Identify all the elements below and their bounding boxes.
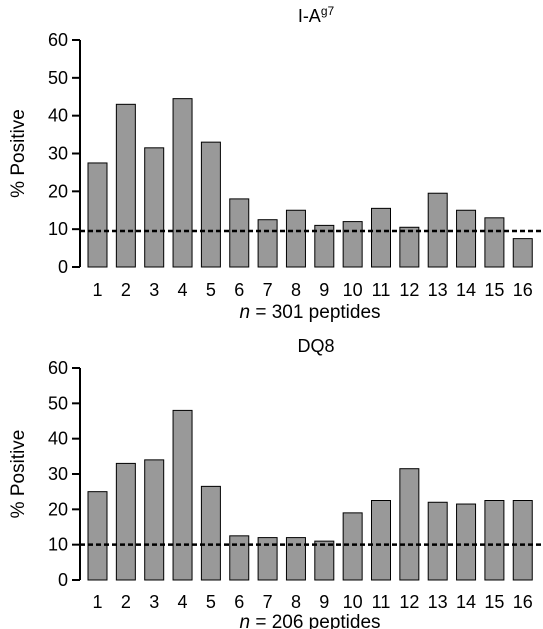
bar (399, 468, 420, 581)
x-tick-label: 10 (343, 280, 363, 300)
x-tick-label: 13 (428, 280, 448, 300)
x-tick-label: 12 (399, 280, 419, 300)
x-tick-label: 2 (121, 592, 131, 612)
bar (456, 209, 477, 268)
y-tick-label: 30 (48, 144, 68, 164)
bar (87, 162, 108, 268)
x-tick-label: 6 (234, 280, 244, 300)
y-tick-label: 50 (48, 68, 68, 88)
bar (456, 503, 477, 581)
bar (200, 141, 221, 268)
x-tick-label: 11 (372, 280, 391, 300)
x-tick-label: 7 (263, 280, 273, 300)
y-tick-label: 50 (48, 393, 68, 413)
y-tick-label: 60 (48, 358, 68, 378)
bar (229, 198, 250, 268)
bar (314, 540, 335, 581)
x-tick-label: 11 (372, 592, 391, 612)
x-tick-label: 5 (206, 592, 216, 612)
bar (371, 500, 391, 581)
x-axis-label: n = 301 peptides (239, 302, 380, 323)
y-tick-label: 0 (58, 570, 68, 590)
chart-title: DQ8 (297, 336, 334, 356)
bar (172, 409, 193, 581)
bar (257, 219, 278, 268)
x-tick-label: 10 (343, 592, 363, 612)
x-tick-label: 15 (484, 280, 504, 300)
y-tick-label: 10 (48, 535, 68, 555)
chart-title: I-Ag7 (298, 4, 335, 26)
x-tick-label: 16 (513, 592, 533, 612)
x-tick-label: 7 (263, 592, 273, 612)
x-tick-label: 1 (92, 280, 102, 300)
bar (314, 224, 335, 268)
x-tick-label: 3 (149, 592, 159, 612)
y-tick-label: 20 (48, 181, 68, 201)
bar (427, 501, 448, 581)
x-tick-label: 9 (319, 280, 329, 300)
bar (144, 459, 165, 581)
x-tick-label: 13 (428, 592, 448, 612)
bar (399, 226, 420, 268)
bar (371, 207, 391, 268)
bar (87, 491, 108, 581)
y-tick-label: 60 (48, 30, 68, 50)
x-axis-label: n = 206 peptides (239, 612, 380, 629)
x-tick-label: 5 (206, 280, 216, 300)
x-tick-label: 8 (291, 280, 301, 300)
x-tick-label: 14 (456, 592, 476, 612)
bar (484, 500, 505, 581)
x-tick-label: 16 (513, 280, 533, 300)
x-tick-label: 9 (319, 592, 329, 612)
x-tick-label: 1 (92, 592, 102, 612)
x-tick-label: 14 (456, 280, 476, 300)
bar (512, 238, 533, 268)
bar (229, 535, 250, 581)
y-axis-label: % Positive (8, 430, 29, 519)
bar (257, 537, 278, 581)
x-tick-label: 3 (149, 280, 159, 300)
x-tick-label: 4 (178, 280, 188, 300)
y-tick-label: 40 (48, 429, 68, 449)
bar (115, 462, 136, 581)
bar (342, 221, 363, 268)
y-tick-label: 20 (48, 499, 68, 519)
bar (172, 98, 193, 268)
y-tick-label: 40 (48, 106, 68, 126)
y-tick-label: 10 (48, 219, 68, 239)
y-tick-label: 0 (58, 257, 68, 277)
x-tick-label: 12 (399, 592, 419, 612)
bar (512, 500, 533, 581)
bar (200, 485, 221, 581)
x-tick-label: 4 (178, 592, 188, 612)
y-tick-label: 30 (48, 464, 68, 484)
bar (285, 537, 306, 581)
bar (144, 147, 165, 268)
bar (342, 512, 363, 581)
bar (115, 103, 136, 268)
x-tick-label: 6 (234, 592, 244, 612)
bar (484, 217, 505, 268)
x-tick-label: 15 (484, 592, 504, 612)
bar (285, 209, 306, 268)
y-axis-label: % Positive (8, 109, 29, 198)
x-tick-label: 2 (121, 280, 131, 300)
x-tick-label: 8 (291, 592, 301, 612)
